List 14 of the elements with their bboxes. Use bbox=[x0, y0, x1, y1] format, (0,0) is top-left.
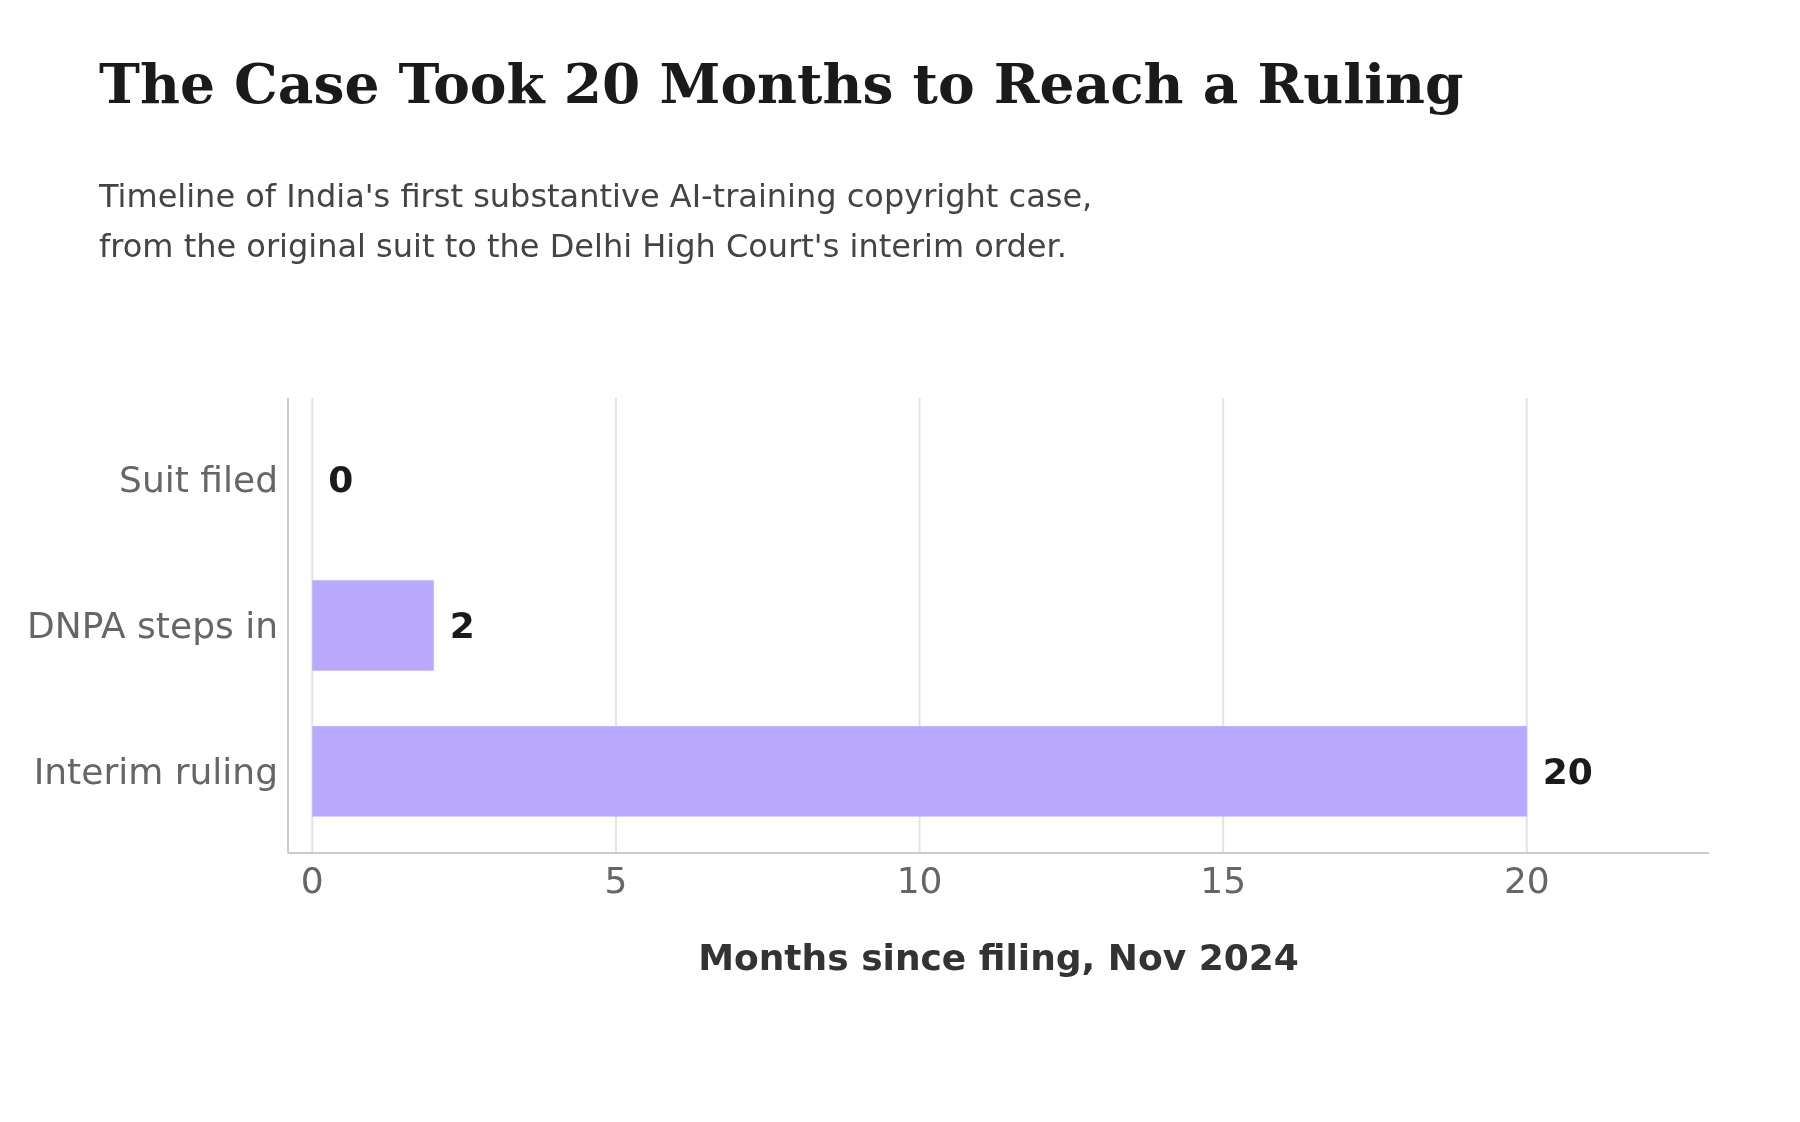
chart-subtitle: Timeline of India's first substantive AI-training copyright case, from the original suit to the Delhi High Court's interim order. bbox=[98, 177, 1093, 265]
x-tick-label: 20 bbox=[1503, 860, 1550, 901]
y-tick-label: Interim ruling bbox=[33, 750, 278, 792]
chart-title: The Case Took 20 Months to Reach a Ruling bbox=[99, 51, 1464, 116]
y-tick-label: Suit filed bbox=[119, 459, 278, 501]
data-label: 2 bbox=[449, 605, 475, 647]
data-label: 0 bbox=[328, 459, 354, 501]
x-tick-label: 0 bbox=[300, 860, 324, 901]
y-tick-label: DNPA steps in bbox=[26, 605, 278, 647]
x-tick-label: 10 bbox=[896, 860, 943, 901]
x-axis-title: Months since filing, Nov 2024 bbox=[698, 937, 1299, 978]
x-tick-label: 15 bbox=[1200, 860, 1247, 901]
x-tick-label: 5 bbox=[604, 860, 628, 901]
data-label: 20 bbox=[1542, 750, 1593, 792]
